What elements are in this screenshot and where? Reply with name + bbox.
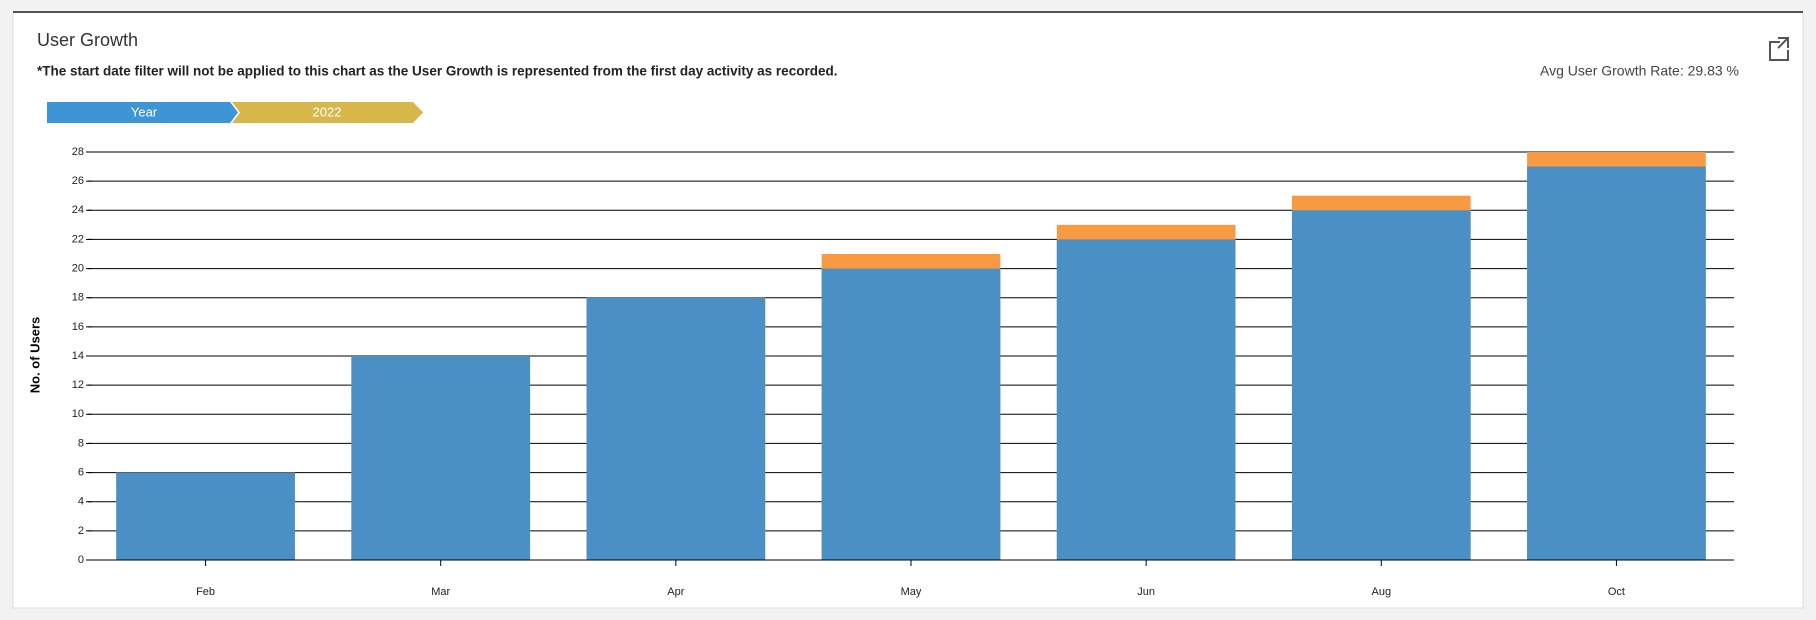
y-tick-label: 6 [78,466,84,478]
x-tick-label: Jun [1137,586,1155,598]
breadcrumb-year[interactable] [47,102,238,123]
y-tick-label: 16 [72,321,84,333]
external-link-icon[interactable] [1769,37,1789,61]
breadcrumb-2022[interactable] [232,102,423,123]
bar [116,472,295,560]
y-tick-label: 8 [78,437,84,449]
bar [351,356,531,560]
y-tick-label: 2 [78,525,84,537]
breadcrumb-label[interactable]: Year [131,104,158,119]
y-tick-label: 10 [72,408,84,420]
bar [821,268,1001,560]
bar [1527,166,1706,561]
breadcrumb-label[interactable]: 2022 [313,104,342,119]
x-tick-label: Oct [1608,586,1625,598]
bar [1291,210,1471,561]
card-title: User Growth [37,30,138,50]
y-tick-label: 22 [72,233,84,245]
avg-rate: Avg User Growth Rate: 29.83 % [1540,63,1739,79]
y-axis-label: No. of Users [27,317,42,394]
y-tick-label: 4 [78,496,84,508]
x-tick-label: May [901,586,922,598]
y-tick-label: 20 [72,262,84,274]
y-tick-label: 24 [72,204,84,216]
x-tick-label: Aug [1371,586,1391,598]
x-tick-label: Apr [667,586,684,598]
y-tick-label: 12 [72,379,84,391]
y-tick-label: 0 [78,554,84,566]
x-tick-label: Feb [196,586,215,598]
y-tick-label: 26 [72,175,84,187]
breadcrumb[interactable]: Year 2022 [47,102,423,123]
x-tick-label: Mar [431,586,450,598]
y-tick-label: 28 [72,146,84,158]
note: *The start date filter will not be appli… [37,64,837,79]
bar [586,297,766,560]
bar [1056,239,1236,560]
y-tick-label: 18 [72,292,84,304]
y-tick-label: 14 [72,350,84,362]
